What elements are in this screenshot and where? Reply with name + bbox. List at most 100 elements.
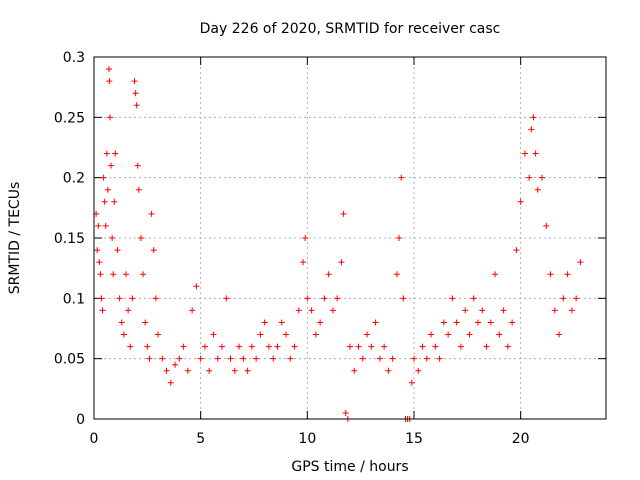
data-point: [534, 186, 541, 193]
data-point: [180, 343, 187, 350]
data-points: [93, 66, 584, 422]
data-point: [95, 222, 102, 229]
data-point: [189, 307, 196, 314]
data-point: [134, 162, 141, 169]
data-point: [111, 198, 118, 205]
y-axis-label: SRMTID / TECUs: [7, 182, 23, 295]
data-point: [321, 295, 328, 302]
data-point: [261, 319, 268, 326]
data-point: [108, 162, 115, 169]
data-point: [240, 355, 247, 362]
data-point: [483, 343, 490, 350]
data-point: [396, 235, 403, 241]
chart-title: Day 226 of 2020, SRMTID for receiver cas…: [200, 21, 501, 37]
data-point: [144, 343, 151, 350]
data-point: [210, 331, 217, 338]
data-point: [372, 319, 379, 326]
data-point: [133, 102, 140, 109]
data-point: [351, 367, 358, 374]
data-point: [492, 271, 499, 278]
data-point: [338, 259, 345, 266]
data-point: [551, 307, 558, 314]
data-point: [159, 355, 166, 362]
data-point: [504, 343, 511, 350]
data-point: [385, 367, 392, 374]
data-point: [393, 271, 400, 278]
data-point: [302, 235, 309, 241]
data-point: [214, 355, 221, 362]
data-point: [368, 343, 375, 350]
data-point: [116, 295, 123, 302]
data-point: [340, 210, 347, 217]
x-axis-label: GPS time / hours: [291, 459, 408, 475]
data-point: [295, 307, 302, 314]
data-point: [291, 343, 298, 350]
data-point: [415, 367, 422, 374]
data-point: [547, 271, 554, 278]
data-point: [398, 174, 405, 181]
data-point: [106, 78, 113, 85]
data-point: [107, 114, 113, 121]
data-point: [127, 343, 134, 350]
grid-lines: [94, 57, 606, 419]
data-point: [300, 259, 307, 266]
data-point: [526, 174, 533, 181]
data-point: [532, 150, 539, 157]
data-point: [347, 343, 353, 350]
data-point: [556, 331, 563, 338]
data-point: [364, 331, 371, 338]
data-point: [287, 355, 294, 362]
data-point: [342, 409, 349, 416]
data-point: [389, 355, 396, 362]
data-point: [428, 331, 435, 338]
data-point: [355, 343, 362, 350]
data-point: [123, 271, 129, 278]
data-point: [248, 343, 255, 350]
data-point: [137, 235, 144, 241]
data-point: [270, 355, 277, 362]
data-point: [104, 186, 111, 193]
data-point: [376, 355, 383, 362]
data-point: [109, 235, 116, 241]
x-tick-label: 5: [196, 431, 205, 447]
data-point: [176, 355, 183, 362]
data-point: [470, 295, 477, 302]
data-point: [317, 319, 324, 326]
data-point: [445, 331, 452, 338]
data-point: [172, 361, 179, 368]
data-point: [274, 343, 281, 350]
data-point: [244, 367, 251, 374]
data-point: [98, 295, 105, 302]
data-point: [120, 331, 127, 338]
data-point: [152, 295, 159, 302]
data-point: [193, 283, 200, 290]
data-point: [94, 247, 101, 254]
data-point: [131, 78, 138, 85]
data-point: [197, 355, 204, 362]
y-tick-label: 0.15: [54, 231, 85, 247]
data-point: [118, 319, 125, 326]
data-point: [359, 355, 366, 362]
data-point: [543, 222, 550, 229]
data-point: [500, 307, 507, 314]
data-point: [125, 307, 132, 314]
data-point: [408, 379, 415, 386]
data-point: [432, 343, 439, 350]
data-point: [304, 295, 311, 302]
data-point: [103, 150, 110, 157]
data-point: [206, 367, 213, 374]
axis-ticks: 0 0.05 0.1 0.15 0.2 0.25 0.3 0 5 10 15 20: [54, 50, 606, 447]
data-point: [528, 126, 535, 133]
data-point: [99, 307, 106, 314]
data-point: [135, 186, 142, 193]
data-point: [97, 271, 104, 278]
data-point: [329, 307, 336, 314]
data-point: [334, 295, 341, 302]
data-point: [265, 343, 272, 350]
data-point: [96, 259, 103, 266]
data-point: [253, 355, 260, 362]
y-tick-label: 0.25: [54, 110, 85, 126]
data-point: [568, 307, 575, 314]
data-point: [236, 343, 243, 350]
